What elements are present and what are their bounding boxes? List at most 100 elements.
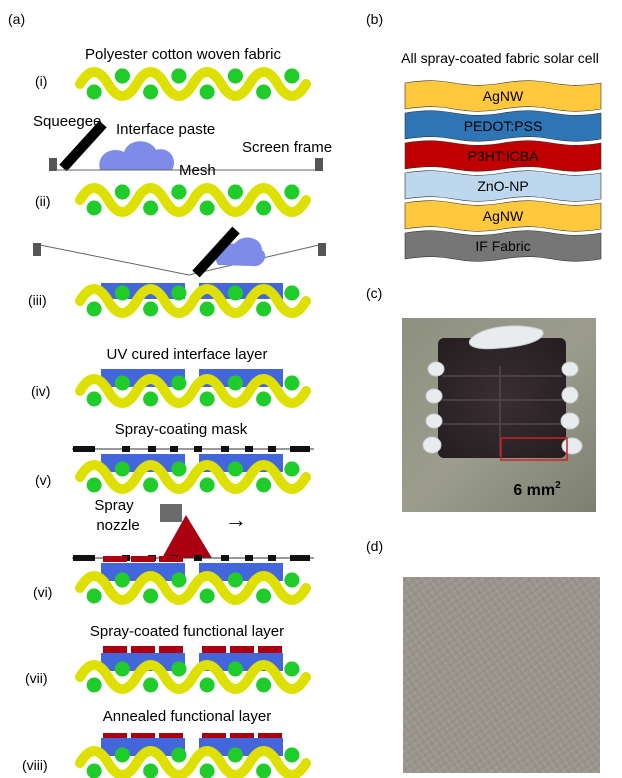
step-vii-label: (vii) (25, 670, 48, 686)
fabric-vi (75, 571, 311, 605)
solar-cell-layer-stack: AgNW PEDOT:PSS P3HT:ICBA ZnO-NP AgNW IF Fabri… (404, 80, 602, 262)
fiber-dot (114, 184, 130, 200)
fiber-dot (256, 677, 272, 693)
layer-label: AgNW (483, 88, 524, 104)
layer-label: PEDOT:PSS (464, 118, 543, 134)
fiber-dot (256, 301, 272, 317)
step-iv-label: (iv) (31, 383, 50, 399)
step-iii-label: (iii) (28, 292, 47, 308)
step-v-title: Spray-coating mask (115, 421, 248, 438)
left-contact-4 (422, 436, 442, 454)
screen-frame-right-iii (318, 243, 326, 256)
step-ii-label: (ii) (35, 193, 51, 209)
fiber-dot (199, 477, 215, 493)
fiber-dot (86, 301, 102, 317)
mask-segment (73, 446, 95, 452)
layer-pedot-pss: PEDOT:PSS (404, 110, 602, 142)
layer-label: P3HT:ICBA (468, 148, 539, 164)
mask-segment (268, 555, 276, 561)
fiber-dot (86, 588, 102, 604)
measured-area-box (500, 437, 568, 461)
fiber-dot (256, 84, 272, 100)
mask-segment (122, 446, 130, 452)
panel-a-label: (a) (8, 11, 25, 27)
layer-band (404, 80, 602, 112)
step-viii-title: Annealed functional layer (103, 708, 271, 725)
screen-frame-left-iii (33, 243, 41, 256)
fiber-dot (199, 301, 215, 317)
left-contact-3 (425, 413, 443, 429)
fiber-dot (256, 200, 272, 216)
fiber-dot (227, 747, 243, 763)
fiber-dot (256, 391, 272, 407)
fabric-v (75, 460, 311, 494)
spray-cone (162, 515, 212, 558)
fiber-dot (284, 375, 300, 391)
fabric-photo (403, 577, 600, 773)
layer-band (404, 140, 602, 172)
fiber-dot (171, 572, 187, 588)
layer-if-fabric: IF Fabric (404, 230, 602, 262)
device-photo (402, 318, 596, 512)
layer-label: AgNW (483, 208, 524, 224)
fiber-dot (114, 68, 130, 84)
fiber-dot (284, 661, 300, 677)
mask-segment (73, 555, 95, 561)
mask-segment (194, 555, 202, 561)
spray-nozzle-body (160, 504, 182, 522)
fabric-iii (75, 284, 311, 318)
fiber-dot (143, 477, 159, 493)
functional-layer-block (159, 733, 183, 738)
functional-layer-block (159, 646, 183, 653)
right-contact-2 (561, 386, 579, 404)
fiber-dot (143, 200, 159, 216)
fiber-dot (199, 200, 215, 216)
screen-frame-label: Screen frame (242, 139, 332, 156)
functional-layer-block (230, 646, 254, 653)
active-cell-area (438, 338, 566, 458)
functional-layer-block (131, 733, 155, 738)
layer-agnw: AgNW (404, 200, 602, 232)
fiber-dot (143, 588, 159, 604)
interface-paste-label: Interface paste (116, 121, 215, 138)
fiber-dot (86, 200, 102, 216)
fiber-dot (256, 588, 272, 604)
step-i-title: Polyester cotton woven fabric (85, 46, 281, 63)
panel-b-title: All spray-coated fabric solar cell (401, 50, 599, 66)
functional-layer-block (230, 733, 254, 738)
fiber-dot (199, 763, 215, 778)
fiber-dot (171, 461, 187, 477)
mask-segment (194, 446, 202, 452)
functional-layer-block (131, 556, 155, 562)
fiber-dot (86, 391, 102, 407)
functional-layer-block (258, 646, 282, 653)
fiber-dot (284, 184, 300, 200)
layer-zno-np: ZnO-NP (404, 170, 602, 202)
functional-layer-block (258, 733, 282, 738)
panel-b-label: (b) (366, 11, 383, 27)
yarn-wave (75, 746, 311, 778)
fiber-dot (199, 391, 215, 407)
functional-layer-block (103, 556, 127, 562)
fiber-dot (171, 184, 187, 200)
right-contact-1 (561, 361, 579, 377)
mask-segment (221, 555, 229, 561)
right-contact-4 (561, 437, 583, 455)
fiber-dot (143, 677, 159, 693)
squeegee-blade (59, 120, 107, 172)
fiber-dot (114, 375, 130, 391)
yarn-wave (75, 460, 311, 494)
screen-frame-right (315, 158, 323, 171)
yarn-wave (75, 571, 311, 605)
nozzle-label: nozzle (96, 517, 139, 534)
mask-segment (221, 446, 229, 452)
layer-label: ZnO-NP (477, 178, 528, 194)
right-contact-3 (560, 412, 580, 430)
step-vi-label: (vi) (33, 584, 52, 600)
layer-band (404, 230, 602, 262)
fiber-dot (143, 391, 159, 407)
mesh-label: Mesh (179, 162, 216, 179)
functional-layer-block (131, 646, 155, 653)
screen-frame-left (49, 158, 57, 171)
left-contact-1 (427, 361, 445, 377)
